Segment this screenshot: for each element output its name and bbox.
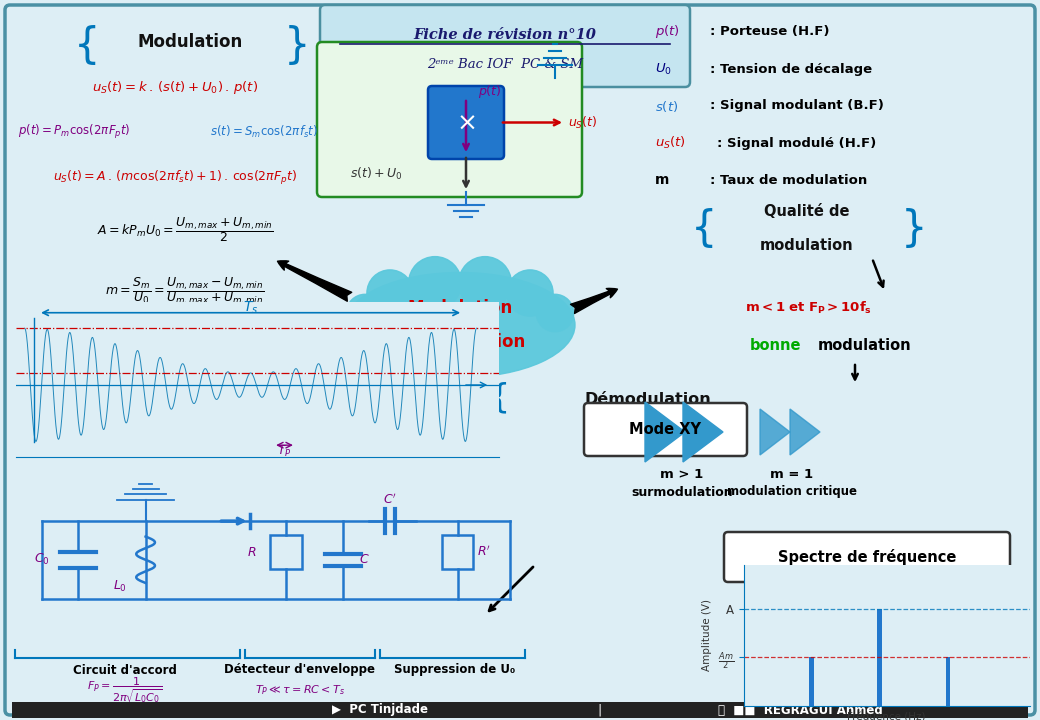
Text: m: m xyxy=(655,173,670,187)
Text: Démodulation: Démodulation xyxy=(394,333,525,351)
Text: m > 1: m > 1 xyxy=(660,469,704,482)
Text: Qualité de: Qualité de xyxy=(764,204,850,220)
Text: $\}$: $\}$ xyxy=(283,23,307,67)
Bar xyxy=(12,702,1028,718)
Text: $m = \dfrac{S_m}{U_0} = \dfrac{U_{m,max}-U_{m,min}}{U_{m,max}+U_{m,min}}$: $m = \dfrac{S_m}{U_0} = \dfrac{U_{m,max}… xyxy=(105,276,264,308)
Text: $C_0$: $C_0$ xyxy=(33,552,50,567)
Text: : Tension de décalage: : Tension de décalage xyxy=(710,63,873,76)
Text: modulation critique: modulation critique xyxy=(727,485,857,498)
Text: : Taux de modulation: : Taux de modulation xyxy=(710,174,867,186)
Text: Démodulation: Démodulation xyxy=(584,392,711,408)
Text: $s(t)$: $s(t)$ xyxy=(655,99,678,114)
Ellipse shape xyxy=(345,272,575,377)
Text: $A = kP_m U_0 = \dfrac{U_{m,max}+U_{m,min}}{2}$: $A = kP_m U_0 = \dfrac{U_{m,max}+U_{m,mi… xyxy=(97,216,274,244)
Polygon shape xyxy=(683,402,723,462)
Text: bonne: bonne xyxy=(750,338,802,353)
Text: $U_0$: $U_0$ xyxy=(655,61,672,76)
Text: Suppression de U₀: Suppression de U₀ xyxy=(394,664,516,677)
Text: $\times$: $\times$ xyxy=(457,110,475,135)
Text: $U_{m,max}$: $U_{m,max}$ xyxy=(18,318,57,333)
Text: $u_S(t)$: $u_S(t)$ xyxy=(568,114,597,130)
FancyBboxPatch shape xyxy=(5,5,1035,715)
Text: $C'$: $C'$ xyxy=(383,492,397,507)
Text: $p(t) = P_m\cos(2\pi F_p t)$: $p(t) = P_m\cos(2\pi F_p t)$ xyxy=(18,123,131,141)
Text: $\mathbf{m < 1}$ $\mathbf{et}$ $\mathbf{F_P > 10f_s}$: $\mathbf{m < 1}$ $\mathbf{et}$ $\mathbf{… xyxy=(745,300,872,316)
Text: |: | xyxy=(598,703,602,716)
Polygon shape xyxy=(790,409,820,455)
Circle shape xyxy=(506,270,553,316)
Text: : Signal modulant (B.F): : Signal modulant (B.F) xyxy=(710,99,884,112)
Circle shape xyxy=(346,294,384,332)
Text: $T_P$: $T_P$ xyxy=(278,444,291,459)
Text: surmodulation: surmodulation xyxy=(631,485,733,498)
Text: Mode XY: Mode XY xyxy=(629,422,702,437)
FancyBboxPatch shape xyxy=(317,42,582,197)
Bar xyxy=(809,657,814,706)
Text: $\{$: $\{$ xyxy=(489,380,508,415)
Bar xyxy=(442,535,473,570)
Text: $\{$: $\{$ xyxy=(74,23,97,67)
FancyBboxPatch shape xyxy=(428,86,504,159)
Bar xyxy=(270,535,302,570)
Text: $s(t)+U_0$: $s(t)+U_0$ xyxy=(350,166,402,182)
Text: modulation: modulation xyxy=(818,338,912,353)
Text: $p(t)$: $p(t)$ xyxy=(478,84,501,101)
Text: ▶  PC Tinjdade: ▶ PC Tinjdade xyxy=(332,703,428,716)
Text: 📷  ■■  REGRAGUI Ahmed: 📷 ■■ REGRAGUI Ahmed xyxy=(718,703,882,716)
Y-axis label: Amplitude (V): Amplitude (V) xyxy=(702,599,712,671)
Bar xyxy=(878,609,882,706)
FancyBboxPatch shape xyxy=(584,403,747,456)
Text: m = 1: m = 1 xyxy=(771,469,813,482)
Text: $U_{m,min}$: $U_{m,min}$ xyxy=(18,357,54,372)
Text: $s(t) = S_m\cos(2\pi f_s t)$: $s(t) = S_m\cos(2\pi f_s t)$ xyxy=(210,124,318,140)
X-axis label: Fréquence (Hz): Fréquence (Hz) xyxy=(848,711,926,720)
Text: $u_S(t) = k\,.\,(s(t) + U_0)\,.\,p(t)$: $u_S(t) = k\,.\,(s(t) + U_0)\,.\,p(t)$ xyxy=(92,79,258,96)
Text: Détecteur d'enveloppe: Détecteur d'enveloppe xyxy=(225,664,375,677)
Text: $p(t)$: $p(t)$ xyxy=(655,24,680,40)
Text: $\}$: $\}$ xyxy=(901,206,924,250)
Text: Modulation: Modulation xyxy=(137,33,242,51)
Text: $\{$: $\{$ xyxy=(691,206,713,250)
Text: $T_s$: $T_s$ xyxy=(243,300,258,316)
Text: $T_P \ll \tau = RC < T_s$: $T_P \ll \tau = RC < T_s$ xyxy=(255,683,345,697)
Polygon shape xyxy=(645,402,685,462)
Text: $R'$: $R'$ xyxy=(476,545,491,559)
Text: $u_S(t) = A\,.\,(m\cos(2\pi f_s t)+1)\,.\,\cos(2\pi F_p t)$: $u_S(t) = A\,.\,(m\cos(2\pi f_s t)+1)\,.… xyxy=(53,169,297,187)
FancyBboxPatch shape xyxy=(320,5,690,87)
Polygon shape xyxy=(760,409,790,455)
Circle shape xyxy=(459,256,512,310)
Text: : Porteuse (H.F): : Porteuse (H.F) xyxy=(710,25,830,38)
Text: Fiche de révision n°10: Fiche de révision n°10 xyxy=(414,28,596,42)
Bar xyxy=(945,657,951,706)
Text: Spectre de fréquence: Spectre de fréquence xyxy=(778,549,956,565)
Circle shape xyxy=(409,256,462,310)
Text: : Signal modulé (H.F): : Signal modulé (H.F) xyxy=(717,137,877,150)
Text: Modulation: Modulation xyxy=(408,299,513,317)
FancyBboxPatch shape xyxy=(724,532,1010,582)
Text: modulation: modulation xyxy=(760,238,854,253)
Circle shape xyxy=(367,270,413,316)
Text: $L_0$: $L_0$ xyxy=(112,580,127,595)
Text: 2ᵉᵐᵉ Bac IOF  PC & SM: 2ᵉᵐᵉ Bac IOF PC & SM xyxy=(427,58,583,71)
Text: $C$: $C$ xyxy=(359,553,369,567)
Text: $F_P = \dfrac{1}{2\pi\sqrt{L_0C_0}}$: $F_P = \dfrac{1}{2\pi\sqrt{L_0C_0}}$ xyxy=(87,675,162,705)
Text: $R$: $R$ xyxy=(248,546,257,559)
Text: Circuit d'accord: Circuit d'accord xyxy=(73,664,177,677)
Circle shape xyxy=(537,294,574,332)
Text: $u_S(t)$: $u_S(t)$ xyxy=(655,135,686,151)
